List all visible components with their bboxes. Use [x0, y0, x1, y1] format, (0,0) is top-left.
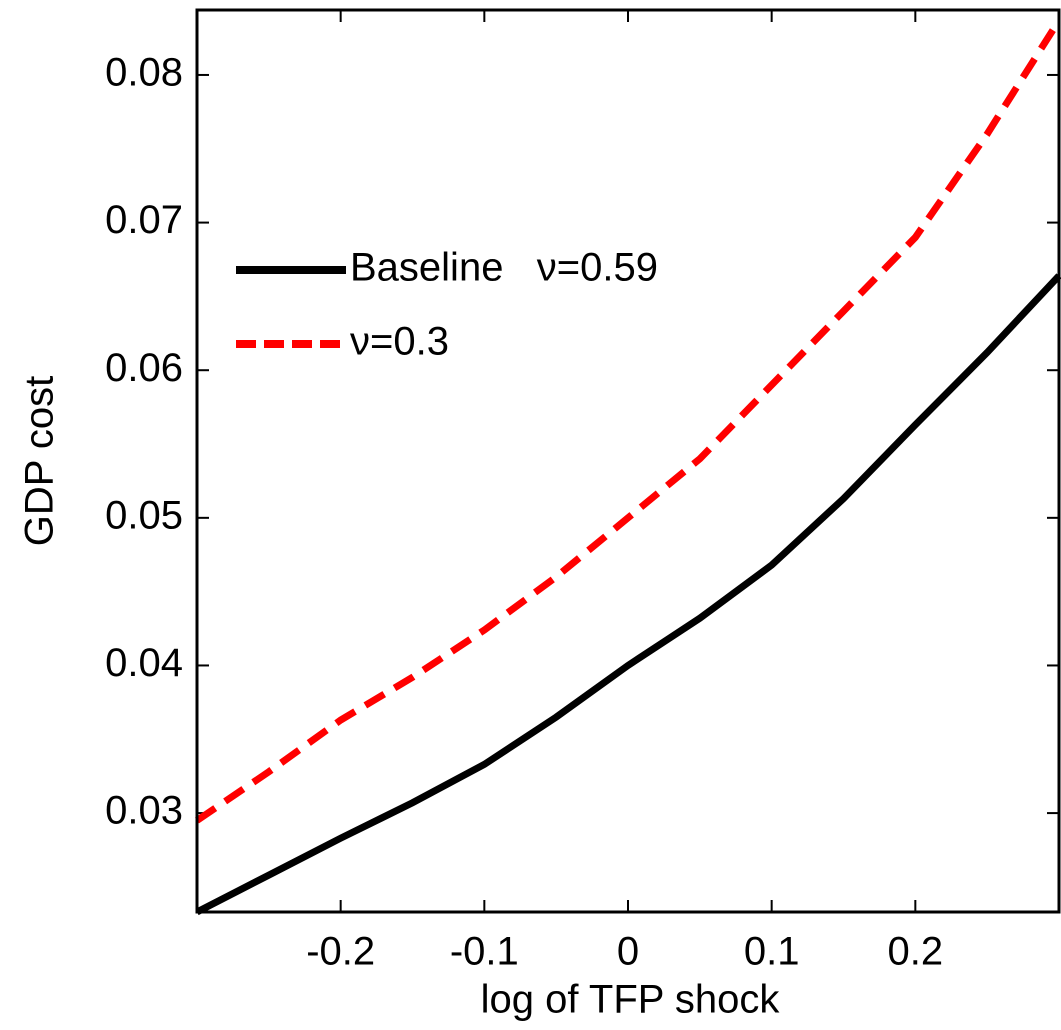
x-axis-label: log of TFP shock [481, 978, 781, 1022]
x-tick-label: -0.2 [306, 930, 375, 974]
y-tick-label: 0.05 [105, 493, 183, 537]
plot-frame [195, 8, 1061, 914]
x-tick-label: 0.2 [888, 930, 944, 974]
y-axis-label: GDP cost [18, 376, 62, 546]
legend-label: ν=0.3 [350, 320, 449, 364]
y-tick-label: 0.04 [105, 641, 183, 685]
data-line [195, 273, 1061, 916]
x-tick-label: 0.1 [744, 930, 800, 974]
y-tick-label: 0.06 [105, 346, 183, 390]
y-tick-label: 0.07 [105, 198, 183, 242]
legend-label: Baseline ν=0.59 [350, 246, 658, 290]
y-tick-label: 0.08 [105, 51, 183, 95]
y-tick-label: 0.03 [105, 789, 183, 833]
x-tick-label: -0.1 [450, 930, 519, 974]
x-tick-label: 0 [617, 930, 639, 974]
data-line [195, 18, 1061, 824]
